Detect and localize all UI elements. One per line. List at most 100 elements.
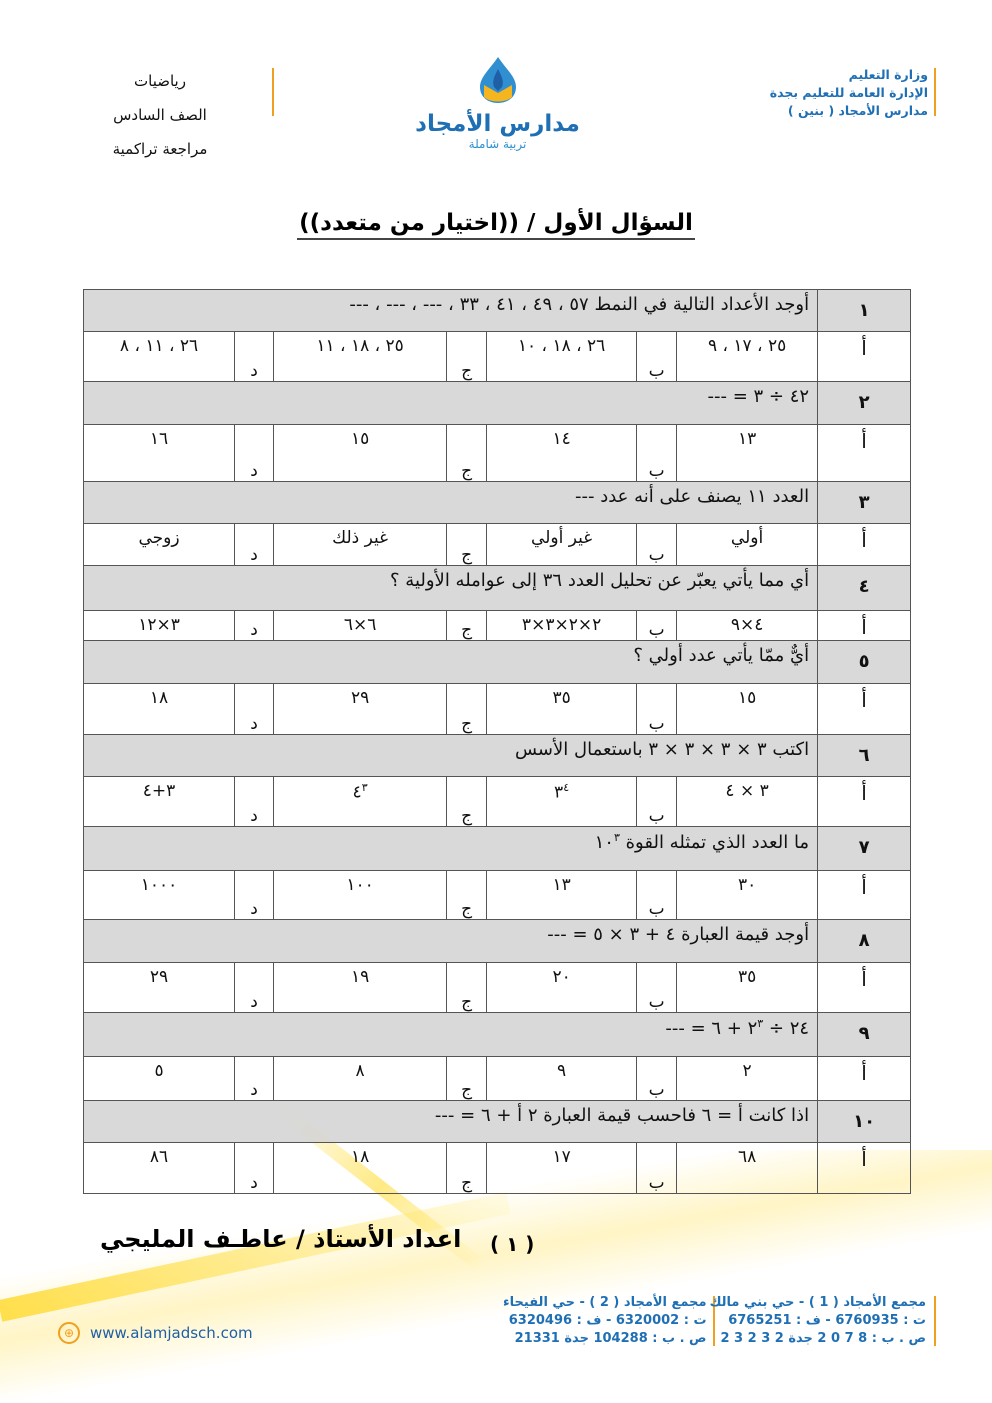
address-line: ص . ب : 8 7 0 2 جدة 2 3 2 3 2 [720, 1331, 926, 1346]
divider [713, 1296, 715, 1346]
option-value: ١٣ [552, 875, 571, 895]
option-choice[interactable]: ١٠٠٠ [82, 870, 236, 920]
website-link[interactable]: www.alamjadsch.com [90, 1324, 253, 1342]
option-label: أ [817, 962, 912, 1013]
question-row: ٣ العدد ١١ يصنف على أنه عدد --- [82, 481, 912, 524]
option-choice[interactable]: ٦×٦ [273, 610, 448, 641]
school-logo: مدارس الأمجاد تربية شاملة [415, 55, 580, 151]
option-choice[interactable]: ١٣ [676, 424, 819, 482]
option-value: ١٥ [350, 429, 370, 449]
option-choice[interactable]: ١٤ [486, 424, 638, 482]
question-row: ٦ اكتب ٣ × ٣ × ٣ × ٣ باستعمال الأسس [82, 734, 912, 777]
page-number: ( ١ ) [490, 1232, 535, 1256]
option-value: ٨ [355, 1061, 365, 1081]
exponent: ٣ [757, 1017, 764, 1030]
option-choice[interactable]: غير ذلك [273, 523, 448, 566]
option-choice[interactable]: ٣٥ [486, 683, 638, 735]
option-choice[interactable]: ٩ [486, 1056, 638, 1101]
option-choice[interactable]: ٣٠ [676, 870, 819, 920]
option-choice[interactable]: ٣ × ٤ [676, 776, 819, 827]
decorative-beam [0, 1192, 511, 1322]
option-choice[interactable]: ٣×١٢ [82, 610, 236, 641]
option-value: ١٤ [552, 429, 571, 449]
address-line: ص . ب : 104288 جدة 21331 [514, 1331, 707, 1346]
divider [272, 68, 274, 116]
option-value: ٣٥ [552, 688, 571, 708]
options-row: أ أولي ب غير أولي ج غير ذلك د زوجي [82, 523, 912, 566]
option-choice[interactable]: ٨٦ [82, 1142, 236, 1194]
question-text: ٢٤ ÷ ٢٣ + ٦ = --- [82, 1012, 819, 1057]
options-row: أ ٢ ب ٩ ج ٨ د ٥ [82, 1056, 912, 1101]
questions-table: ١ أوجد الأعداد التالية في النمط ٥٧ ، ٤٩ ،… [82, 289, 912, 1194]
option-choice[interactable]: ٤×٩ [676, 610, 819, 641]
option-label: د [234, 610, 275, 641]
option-label: ب [636, 870, 678, 920]
option-label: ج [446, 523, 488, 566]
question-number: ٣ [817, 481, 912, 524]
option-choice[interactable]: ٢٦ ، ١٨ ، ١٠ [486, 331, 638, 382]
address-line: ت : 6320002 - ف : 6320496 [508, 1313, 707, 1328]
option-choice[interactable]: ١٦ [82, 424, 236, 482]
option-choice[interactable]: ١٥ [676, 683, 819, 735]
question-number: ٦ [817, 734, 912, 777]
option-value: ٣٠ [737, 875, 757, 895]
option-choice[interactable]: غير أولي [486, 523, 638, 566]
option-choice[interactable]: ٢٩ [273, 683, 448, 735]
option-value: ٣ × ٤ [725, 781, 769, 801]
question-row: ٤ أي مما يأتي يعبّر عن تحليل العدد ٣٦ إلى… [82, 565, 912, 611]
divider [934, 1296, 936, 1346]
option-choice[interactable]: ٣٤ [486, 776, 638, 827]
question-number: ٨ [817, 919, 912, 963]
option-value: ٣+٤ [142, 781, 176, 801]
option-choice[interactable]: ٢×٢×٣×٣ [486, 610, 638, 641]
option-label: أ [817, 870, 912, 920]
branch-1-address: مجمع الأمجاد ( 1 ) - حي بني مالك ت : 676… [710, 1294, 926, 1348]
option-choice[interactable]: ١٨ [273, 1142, 448, 1194]
question-text: أي مما يأتي يعبّر عن تحليل العدد ٣٦ إلى … [82, 565, 819, 611]
question-text-main: أوجد قيمة العبارة ٤ + ٣ × ٥ = --- [547, 924, 810, 945]
option-choice[interactable]: ١٨ [82, 683, 236, 735]
option-choice[interactable]: ٢ [676, 1056, 819, 1101]
option-choice[interactable]: ١٥ [273, 424, 448, 482]
website[interactable]: ⊕ www.alamjadsch.com [58, 1322, 253, 1344]
options-row: أ ١٥ ب ٣٥ ج ٢٩ د ١٨ [82, 683, 912, 735]
option-choice[interactable]: زوجي [82, 523, 236, 566]
address-line: مجمع الأمجاد ( 1 ) - حي بني مالك [709, 1295, 926, 1310]
option-label: ج [446, 776, 488, 827]
option-choice[interactable]: ٥ [82, 1056, 236, 1101]
option-label: ج [446, 1056, 488, 1101]
page-title: السؤال الأول / ((اختيار من متعدد)) [0, 210, 992, 240]
option-choice[interactable]: ١٧ [486, 1142, 638, 1194]
option-choice[interactable]: ١٩ [273, 962, 448, 1013]
option-value: ٤ [352, 782, 362, 803]
option-choice[interactable]: ١٠٠ [273, 870, 448, 920]
option-label: ب [636, 331, 678, 382]
option-label: ج [446, 424, 488, 482]
option-choice[interactable]: ٦٨ [676, 1142, 819, 1194]
option-choice[interactable]: ٣٥ [676, 962, 819, 1013]
option-choice[interactable]: ٢٥ ، ١٧ ، ٩ [676, 331, 819, 382]
option-choice[interactable]: أولي [676, 523, 819, 566]
question-text-main: اكتب ٣ × ٣ × ٣ × ٣ باستعمال الأسس [514, 739, 810, 760]
option-label: ب [636, 776, 678, 827]
ministry-line: وزارة التعليم [848, 67, 928, 82]
option-value: ٢٩ [149, 967, 169, 987]
option-choice[interactable]: ٤٣ [273, 776, 448, 827]
option-value: ٢٠ [552, 967, 571, 987]
question-row: ٨ أوجد قيمة العبارة ٤ + ٣ × ٥ = --- [82, 919, 912, 963]
option-choice[interactable]: ٨ [273, 1056, 448, 1101]
option-choice[interactable]: ٣+٤ [82, 776, 236, 827]
option-choice[interactable]: ٢٩ [82, 962, 236, 1013]
option-label: ب [636, 683, 678, 735]
options-row: أ ٤×٩ ب ٢×٢×٣×٣ ج ٦×٦ د ٣×١٢ [82, 610, 912, 641]
options-row: أ ١٣ ب ١٤ ج ١٥ د ١٦ [82, 424, 912, 482]
question-number: ١ [817, 289, 912, 332]
ministry-line: الإدارة العامة للتعليم بجدة [769, 85, 928, 100]
option-choice[interactable]: ٢٦ ، ١١ ، ٨ [82, 331, 236, 382]
option-choice[interactable]: ١٣ [486, 870, 638, 920]
option-choice[interactable]: ٢٥ ، ١٨ ، ١١ [273, 331, 448, 382]
option-value: زوجي [138, 528, 180, 548]
option-choice[interactable]: ٢٠ [486, 962, 638, 1013]
option-label: د [234, 776, 275, 827]
